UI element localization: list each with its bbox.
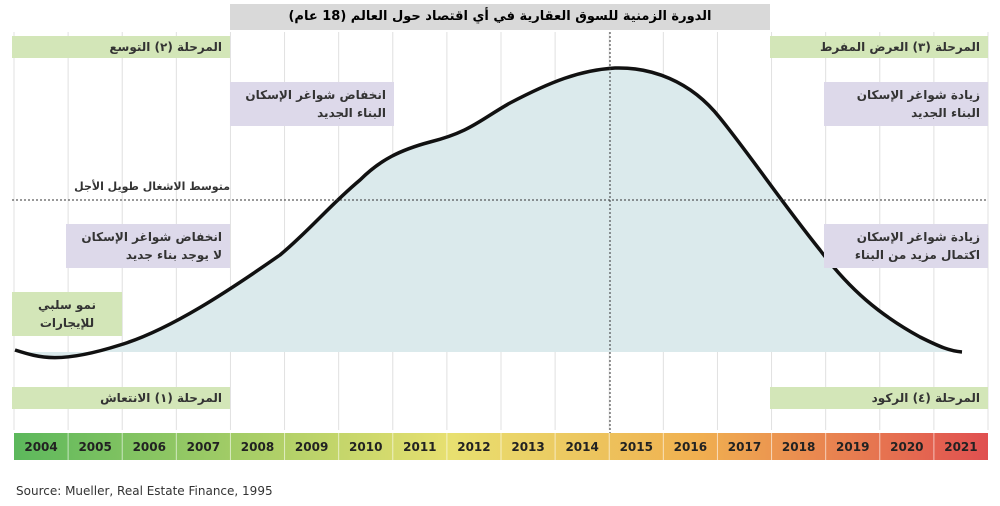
phase-label: المرحلة (١) الانتعاش [12,387,230,409]
year-label: 2005 [78,440,111,454]
year-label: 2008 [241,440,274,454]
phase-label: المرحلة (٢) التوسع [12,36,230,58]
year-label: 2015 [620,440,653,454]
note-line: لا يوجد بناء جديد [125,248,222,262]
note-line: البناء الجديد [317,106,386,120]
note-line: زيادة شواغر الإسكان [856,230,980,244]
year-label: 2017 [728,440,761,454]
average-label: متوسط الاشغال طويل الأجل [74,180,230,193]
note-line: زيادة شواغر الإسكان [856,88,980,102]
year-label: 2009 [295,440,328,454]
note: انخفاض شواغر الإسكان لا يوجد بناء جديد [66,224,230,268]
phase-label: المرحلة (٣) العرض المفرط [770,36,988,58]
title: الدورة الزمنية للسوق العقارية في أي اقتص… [230,4,770,30]
note-line: للإيجارات [39,316,95,330]
note-line: انخفاض شواغر الإسكان [81,230,222,244]
note: انخفاض شواغر الإسكان البناء الجديد [230,82,394,126]
area [15,67,962,358]
year-label: 2006 [133,440,166,454]
note: نمو سلبي للإيجارات [12,292,122,336]
year-label: 2012 [457,440,490,454]
year-label: 2021 [944,440,977,454]
source: Source: Mueller, Real Estate Finance, 19… [16,484,273,498]
year-label: 2018 [782,440,815,454]
year-label: 2004 [24,440,57,454]
year-label: 2019 [836,440,869,454]
note: زيادة شواغر الإسكان اكتمال مزيد من البنا… [824,224,988,268]
phase-label: المرحلة (٤) الركود [770,387,988,409]
year-label: 2011 [403,440,436,454]
year-label: 2016 [674,440,707,454]
note-line: نمو سلبي [38,298,96,312]
year-label: 2013 [511,440,544,454]
note-line: اكتمال مزيد من البناء [854,248,980,262]
year-label: 2007 [187,440,220,454]
note: زيادة شواغر الإسكان البناء الجديد [824,82,988,126]
year-label: 2014 [565,440,598,454]
note-line: البناء الجديد [911,106,980,120]
note-line: انخفاض شواغر الإسكان [245,88,386,102]
year-label: 2010 [349,440,382,454]
year-label: 2020 [890,440,923,454]
